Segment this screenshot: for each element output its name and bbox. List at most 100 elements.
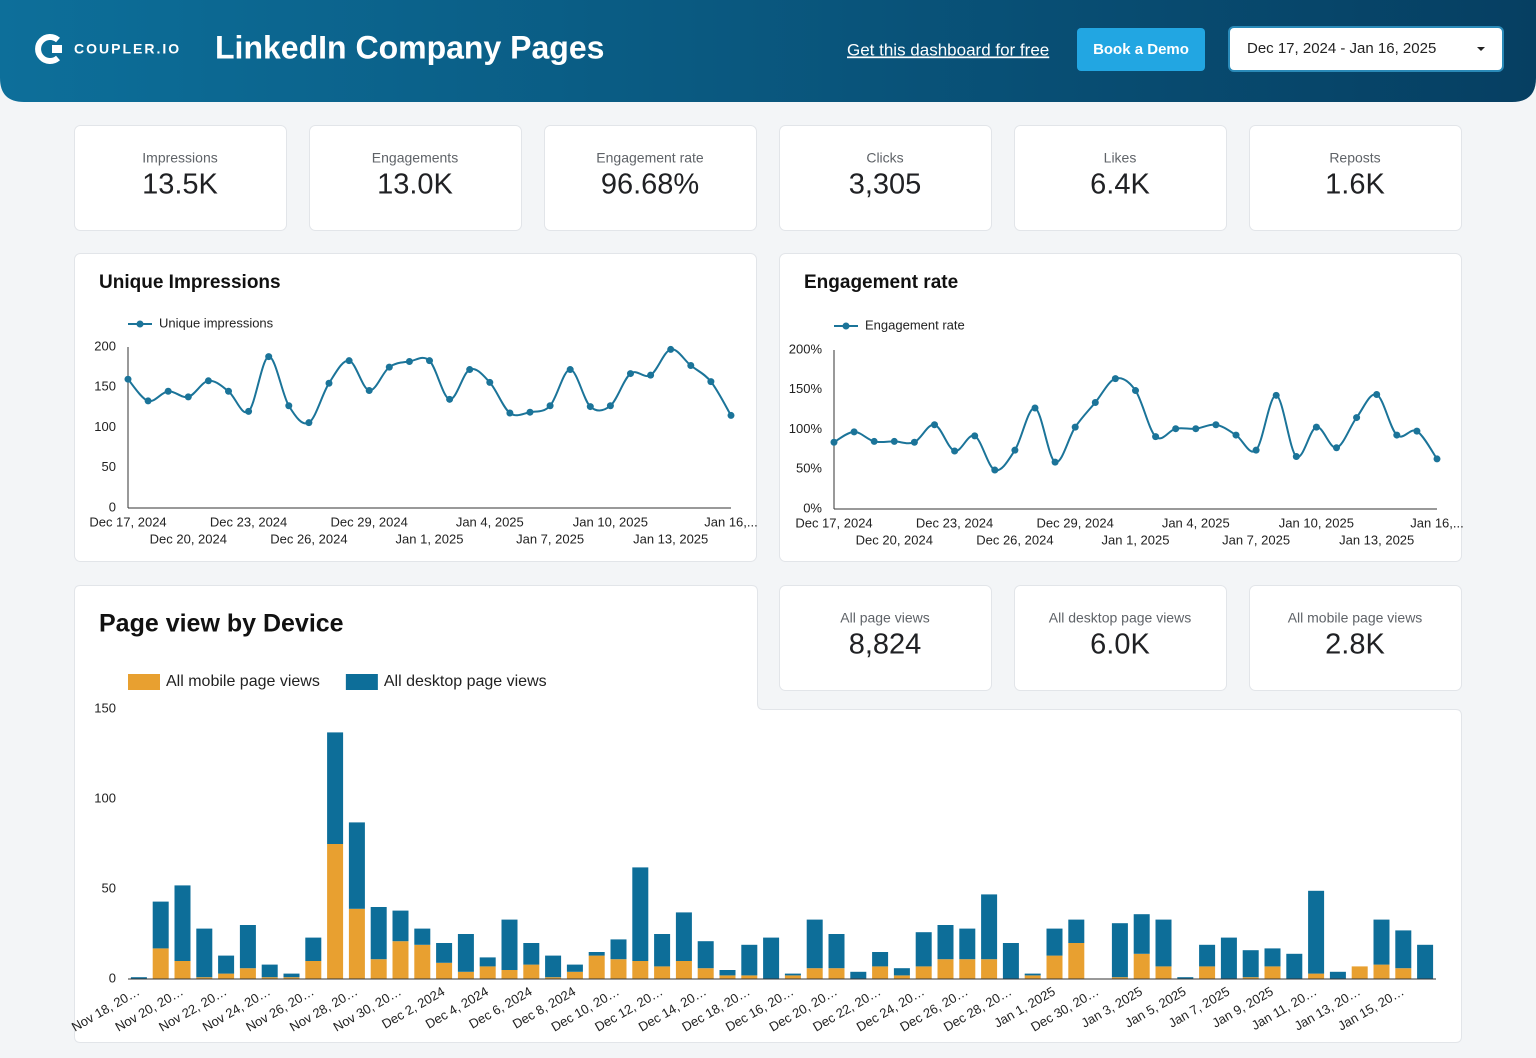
kpi-card: [1249, 125, 1462, 231]
y-tick-label: 100: [94, 790, 116, 805]
y-tick-label: 0%: [803, 500, 822, 515]
bar-segment: [1264, 948, 1281, 967]
x-tick-label: Jan 16,...: [704, 514, 757, 529]
bar-segment: [261, 964, 278, 978]
bar-segment: [1264, 966, 1281, 979]
kpi-card: [1249, 585, 1462, 691]
bar-segment: [239, 925, 256, 969]
x-tick-label: Jan 16,...: [1410, 515, 1463, 530]
bar-segment: [741, 944, 758, 976]
bar-segment: [1133, 953, 1150, 979]
bar-segment: [1286, 953, 1303, 979]
x-tick-label: Dec 17, 2024: [89, 514, 166, 529]
bar-segment: [196, 928, 213, 978]
demo-button-label[interactable]: Book a Demo: [1093, 41, 1189, 58]
legend-swatch: [345, 674, 378, 690]
demo-button[interactable]: [1077, 28, 1205, 71]
bar-segment: [174, 885, 191, 961]
logo-icon: [35, 34, 62, 64]
point: [1192, 425, 1200, 433]
x-tick-label: Dec 29, 2024: [1037, 515, 1114, 530]
legend-label: All desktop page views: [384, 673, 547, 690]
chart-title: Unique Impressions: [99, 272, 281, 293]
point: [1312, 423, 1320, 431]
x-tick-label: Jan 4, 2025: [1162, 515, 1230, 530]
date-picker[interactable]: [1228, 26, 1504, 72]
bar-segment: [763, 937, 780, 979]
dropdown-caret: [1477, 47, 1485, 51]
point: [890, 437, 898, 445]
bar-segment: [806, 919, 823, 969]
bar-segment: [1242, 950, 1259, 978]
point: [486, 378, 494, 386]
y-tick-label: 50: [102, 880, 116, 895]
bar-segment: [1220, 937, 1237, 979]
header-link[interactable]: Get this dashboard for free: [847, 40, 1049, 59]
bar-segment: [741, 975, 758, 979]
x-tick-label: Jan 10, 2025: [1279, 515, 1354, 530]
point: [1433, 455, 1441, 463]
x-tick-label: Dec 23, 2024: [916, 515, 993, 530]
y-tick-label: 50%: [796, 461, 822, 476]
bar-segment: [1133, 914, 1150, 954]
bar-segment: [566, 964, 583, 972]
point: [1152, 433, 1160, 441]
kpi-label: Clicks: [866, 150, 903, 166]
point: [204, 377, 212, 385]
bar-segment: [283, 977, 300, 979]
point: [727, 411, 735, 419]
bar-segment: [436, 943, 453, 963]
kpi-value: 96.68%: [601, 169, 699, 201]
point: [225, 387, 232, 395]
bar-segment: [1308, 973, 1325, 979]
y-tick-label: 200%: [789, 341, 823, 356]
point: [1011, 446, 1019, 454]
bar-segment: [1395, 930, 1412, 969]
bar-segment: [1308, 890, 1325, 974]
point: [850, 428, 858, 436]
kpi-value: 6.4K: [1090, 169, 1150, 201]
bar-segment: [501, 919, 518, 970]
point: [1393, 431, 1401, 439]
bar-segment: [152, 948, 169, 979]
point: [1091, 398, 1099, 406]
bar-segment: [523, 943, 540, 965]
chart-title: Engagement rate: [804, 272, 958, 293]
kpi-label: All desktop page views: [1049, 610, 1191, 626]
point: [144, 397, 152, 405]
x-tick-label: Dec 23, 2024: [210, 514, 287, 529]
bar-segment: [915, 966, 932, 979]
legend-swatch: [128, 674, 160, 690]
chart-card: [779, 253, 1462, 562]
point: [446, 395, 454, 403]
point: [1071, 423, 1079, 431]
legend-dot: [842, 322, 850, 330]
bar-segment: [1177, 977, 1194, 979]
kpi-label: Likes: [1104, 150, 1137, 166]
bar-segment: [370, 907, 387, 960]
point: [606, 402, 614, 410]
kpi-label: Impressions: [142, 150, 217, 166]
x-tick-label: Jan 1, 2025: [396, 531, 464, 546]
point: [1333, 444, 1340, 452]
bar-segment: [937, 959, 954, 979]
point: [586, 403, 594, 411]
point: [1353, 414, 1361, 422]
bar-segment: [479, 957, 496, 967]
point: [426, 357, 433, 365]
y-tick-label: 50: [102, 459, 116, 474]
bar-segment: [828, 934, 845, 969]
kpi-card: [544, 125, 757, 231]
point: [910, 438, 918, 446]
bar-segment: [959, 959, 976, 979]
point: [1373, 391, 1381, 399]
point: [245, 407, 253, 415]
kpi-card: [1014, 585, 1227, 691]
bar-segment: [1024, 973, 1041, 976]
x-tick-label: Dec 26, 2024: [270, 531, 347, 546]
bar-segment: [1068, 943, 1085, 979]
x-tick-label: Jan 1, 2025: [1102, 532, 1170, 547]
bar-segment: [937, 925, 954, 960]
date-range[interactable]: Dec 17, 2024 - Jan 16, 2025: [1247, 40, 1436, 57]
